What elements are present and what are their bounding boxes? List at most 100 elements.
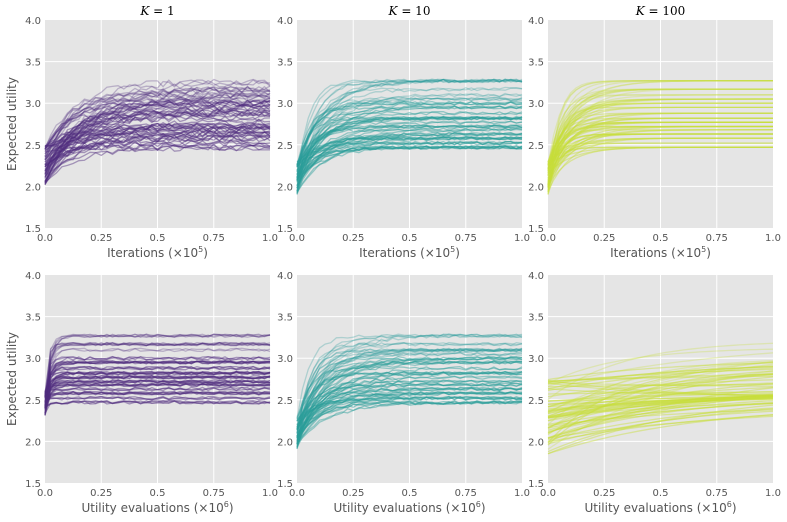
series-line — [547, 399, 774, 426]
series-line — [44, 79, 271, 161]
x-tick-label: 0.75 — [455, 233, 477, 244]
series-line — [44, 126, 271, 161]
series-line — [547, 129, 773, 186]
y-tick-label: 1.5 — [25, 224, 41, 235]
series-line — [296, 78, 523, 166]
series-line — [296, 128, 523, 187]
series-line — [296, 110, 523, 167]
series-line — [296, 360, 523, 445]
y-tick-label: 2.0 — [277, 437, 293, 448]
y-tick-label: 2.5 — [25, 141, 41, 152]
series-line — [547, 146, 773, 165]
series-line — [44, 399, 271, 407]
series-line — [296, 105, 523, 171]
series-line — [296, 386, 523, 437]
series-line — [44, 382, 271, 414]
series-line — [44, 134, 271, 184]
series-line — [296, 391, 523, 437]
series-line — [296, 140, 523, 175]
series-line — [44, 139, 271, 167]
series-line — [44, 341, 271, 407]
series-line — [296, 400, 523, 445]
x-axis-label: Utility evaluations (×106) — [333, 500, 485, 515]
y-tick-label: 2.0 — [528, 182, 544, 193]
series-line — [547, 106, 773, 182]
series-line — [547, 409, 774, 427]
series-line — [44, 109, 271, 150]
series-line — [44, 386, 271, 395]
series-line — [296, 145, 523, 181]
series-line — [44, 134, 271, 148]
series-line — [44, 379, 271, 404]
series-line — [296, 356, 523, 447]
y-tick-label: 1.5 — [528, 224, 544, 235]
series-line — [547, 133, 773, 195]
series-line — [547, 382, 774, 408]
series-group — [44, 333, 271, 416]
series-line — [44, 110, 271, 178]
series-line — [44, 99, 271, 165]
series-line — [296, 86, 523, 178]
series-line — [44, 370, 271, 409]
series-line — [296, 370, 523, 433]
series-line — [44, 91, 271, 149]
series-line — [547, 395, 774, 412]
series-line — [547, 112, 773, 172]
series-line — [296, 371, 523, 432]
series-line — [547, 121, 773, 172]
series-line — [44, 91, 271, 157]
y-tick-label: 4.0 — [528, 16, 544, 27]
series-line — [296, 391, 523, 430]
series-line — [296, 78, 523, 189]
series-line — [44, 379, 271, 409]
series-line — [44, 99, 271, 148]
series-line — [44, 86, 271, 179]
series-line — [547, 398, 774, 411]
series-line — [296, 105, 523, 166]
series-line — [44, 395, 271, 402]
series-line — [296, 399, 523, 426]
y-tick-label: 3.0 — [528, 354, 544, 365]
series-line — [547, 381, 774, 387]
y-tick-label: 2.5 — [528, 396, 544, 407]
series-line — [547, 137, 773, 174]
series-line — [547, 396, 774, 419]
series-group — [296, 333, 523, 450]
series-line — [547, 395, 774, 422]
series-line — [547, 94, 773, 176]
series-line — [547, 387, 774, 443]
series-line — [547, 348, 774, 384]
series-line — [296, 115, 523, 194]
series-line — [44, 341, 271, 399]
series-line — [296, 131, 523, 187]
series-line — [44, 125, 271, 175]
series-line — [547, 388, 774, 396]
series-line — [547, 415, 774, 439]
series-line — [547, 395, 774, 414]
series-line — [296, 395, 523, 422]
series-line — [296, 145, 523, 192]
x-tick-label: 0.25 — [342, 488, 364, 499]
series-line — [547, 407, 774, 441]
series-line — [44, 390, 271, 407]
series-line — [44, 370, 271, 394]
series-line — [547, 368, 774, 383]
series-group — [547, 80, 774, 195]
series-line — [44, 375, 271, 406]
series-line — [547, 394, 774, 419]
x-axis-label: Utility evaluations (×106) — [584, 500, 736, 515]
series-line — [547, 133, 773, 169]
series-line — [296, 396, 523, 437]
series-line — [547, 102, 773, 186]
series-line — [296, 120, 523, 181]
series-line — [296, 97, 523, 166]
series-line — [44, 400, 271, 408]
series-line — [296, 145, 523, 168]
y-tick-label: 3.0 — [25, 354, 41, 365]
x-tick-label: 0.75 — [455, 488, 477, 499]
series-line — [44, 347, 271, 410]
y-tick-label: 3.5 — [528, 313, 544, 324]
series-line — [296, 382, 523, 422]
y-tick-label: 1.5 — [277, 224, 293, 235]
